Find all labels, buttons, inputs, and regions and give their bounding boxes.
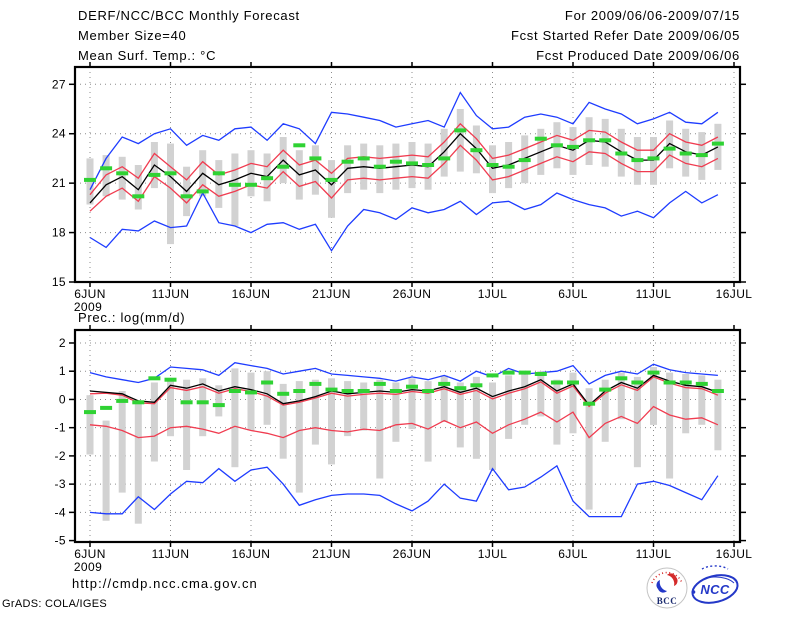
- svg-text:11JUN: 11JUN: [152, 287, 190, 301]
- svg-text:16JUL: 16JUL: [716, 547, 753, 561]
- svg-text:21: 21: [52, 176, 66, 190]
- svg-text:24: 24: [52, 127, 66, 141]
- svg-text:-5: -5: [55, 534, 66, 548]
- member-size-label: Member Size=40: [78, 28, 187, 43]
- ncc-logo-label: NCC: [700, 582, 730, 597]
- ncc-logo-globe: [691, 574, 739, 604]
- svg-text:15: 15: [52, 275, 66, 289]
- ncc-logo-top-text: [701, 565, 729, 570]
- bcc-logo-arc-text: [651, 571, 683, 584]
- svg-text:2009: 2009: [74, 300, 102, 314]
- svg-text:6JUL: 6JUL: [558, 287, 588, 301]
- bcc-logo: BCC: [646, 567, 688, 609]
- bcc-logo-ring: [646, 567, 688, 609]
- fcst-produced-label: Fcst Produced Date 2009/06/06: [536, 48, 740, 63]
- svg-text:2: 2: [59, 336, 66, 350]
- source-url: http://cmdp.ncc.cma.gov.cn: [72, 576, 258, 591]
- page-title: DERF/NCC/BCC Monthly Forecast: [78, 8, 300, 23]
- svg-text:21JUN: 21JUN: [312, 287, 351, 301]
- svg-text:11JUL: 11JUL: [636, 547, 672, 561]
- svg-text:26JUN: 26JUN: [393, 287, 432, 301]
- svg-text:16JUN: 16JUN: [232, 547, 271, 561]
- svg-text:-3: -3: [55, 477, 66, 491]
- svg-text:26JUN: 26JUN: [393, 547, 432, 561]
- bcc-logo-blue-swirl: [656, 580, 667, 593]
- svg-text:-1: -1: [55, 421, 66, 435]
- svg-text:11JUL: 11JUL: [636, 287, 672, 301]
- svg-text:11JUN: 11JUN: [152, 547, 190, 561]
- bcc-logo-label: BCC: [657, 596, 678, 606]
- temp-chart-title: Mean Surf. Temp.: °C: [78, 48, 217, 63]
- ncc-logo-latitude: [695, 576, 735, 586]
- svg-text:0: 0: [59, 392, 66, 406]
- fcst-started-label: Fcst Started Refer Date 2009/06/05: [510, 28, 740, 43]
- bcc-logo-red-swirl: [667, 573, 678, 586]
- svg-text:6JUN: 6JUN: [74, 547, 106, 561]
- grads-credit: GrADS: COLA/IGES: [2, 598, 108, 610]
- svg-text:-2: -2: [55, 449, 66, 463]
- svg-text:2009: 2009: [74, 560, 102, 574]
- svg-text:27: 27: [52, 77, 66, 91]
- forecast-range-label: For 2009/06/06-2009/07/15: [564, 8, 740, 23]
- svg-text:1JUL: 1JUL: [478, 547, 508, 561]
- svg-text:6JUL: 6JUL: [558, 547, 588, 561]
- svg-text:-4: -4: [55, 505, 66, 519]
- precip-chart-title: Prec.: log(mm/d): [78, 310, 186, 325]
- svg-text:18: 18: [52, 226, 66, 240]
- svg-text:16JUN: 16JUN: [232, 287, 271, 301]
- svg-text:1JUL: 1JUL: [478, 287, 508, 301]
- ncc-logo: NCC: [691, 565, 739, 604]
- svg-text:16JUL: 16JUL: [716, 287, 753, 301]
- svg-text:6JUN: 6JUN: [74, 287, 106, 301]
- svg-text:1: 1: [59, 364, 66, 378]
- ncc-logo-satellite: [691, 590, 696, 594]
- svg-text:21JUN: 21JUN: [312, 547, 351, 561]
